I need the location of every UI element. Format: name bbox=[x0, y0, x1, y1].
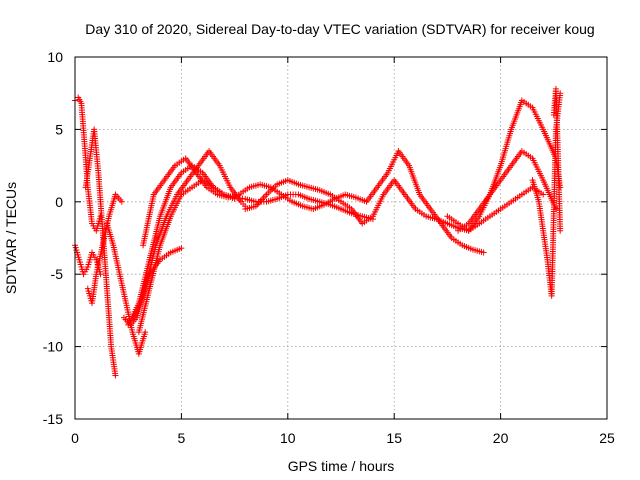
y-tick-label: -5 bbox=[51, 266, 64, 282]
data-point bbox=[540, 191, 547, 198]
data-point bbox=[112, 372, 119, 379]
y-tick-label: 10 bbox=[47, 49, 63, 65]
series-track-15 bbox=[550, 85, 564, 234]
y-tick-label: -10 bbox=[43, 339, 63, 355]
x-tick-label: 5 bbox=[178, 430, 186, 446]
chart-title: Day 310 of 2020, Sidereal Day-to-day VTE… bbox=[85, 21, 594, 37]
data-point bbox=[118, 198, 125, 205]
series-track-7 bbox=[125, 162, 238, 328]
x-tick-label: 20 bbox=[493, 430, 509, 446]
series-track-5 bbox=[103, 220, 149, 357]
y-tick-label: 0 bbox=[55, 194, 63, 210]
series-track-13 bbox=[455, 148, 559, 234]
y-tick-label: -15 bbox=[43, 411, 63, 427]
series-track-3 bbox=[82, 126, 119, 379]
y-tick-label: 5 bbox=[55, 121, 63, 137]
x-axis-label: GPS time / hours bbox=[288, 458, 395, 474]
series-track-11 bbox=[242, 177, 547, 234]
data-point bbox=[178, 245, 185, 252]
data-points bbox=[72, 85, 564, 379]
x-tick-label: 10 bbox=[280, 430, 296, 446]
data-point bbox=[480, 249, 487, 256]
series-track-2 bbox=[72, 242, 104, 278]
x-tick-label: 25 bbox=[599, 430, 615, 446]
plot-frame bbox=[74, 56, 608, 420]
x-tick-label: 15 bbox=[386, 430, 402, 446]
y-axis-label: SDTVAR / TECUs bbox=[3, 182, 19, 294]
data-point bbox=[97, 213, 104, 220]
data-point bbox=[557, 227, 564, 234]
data-point bbox=[142, 329, 149, 336]
series-track-4 bbox=[84, 191, 125, 307]
x-tick-label: 0 bbox=[71, 430, 79, 446]
